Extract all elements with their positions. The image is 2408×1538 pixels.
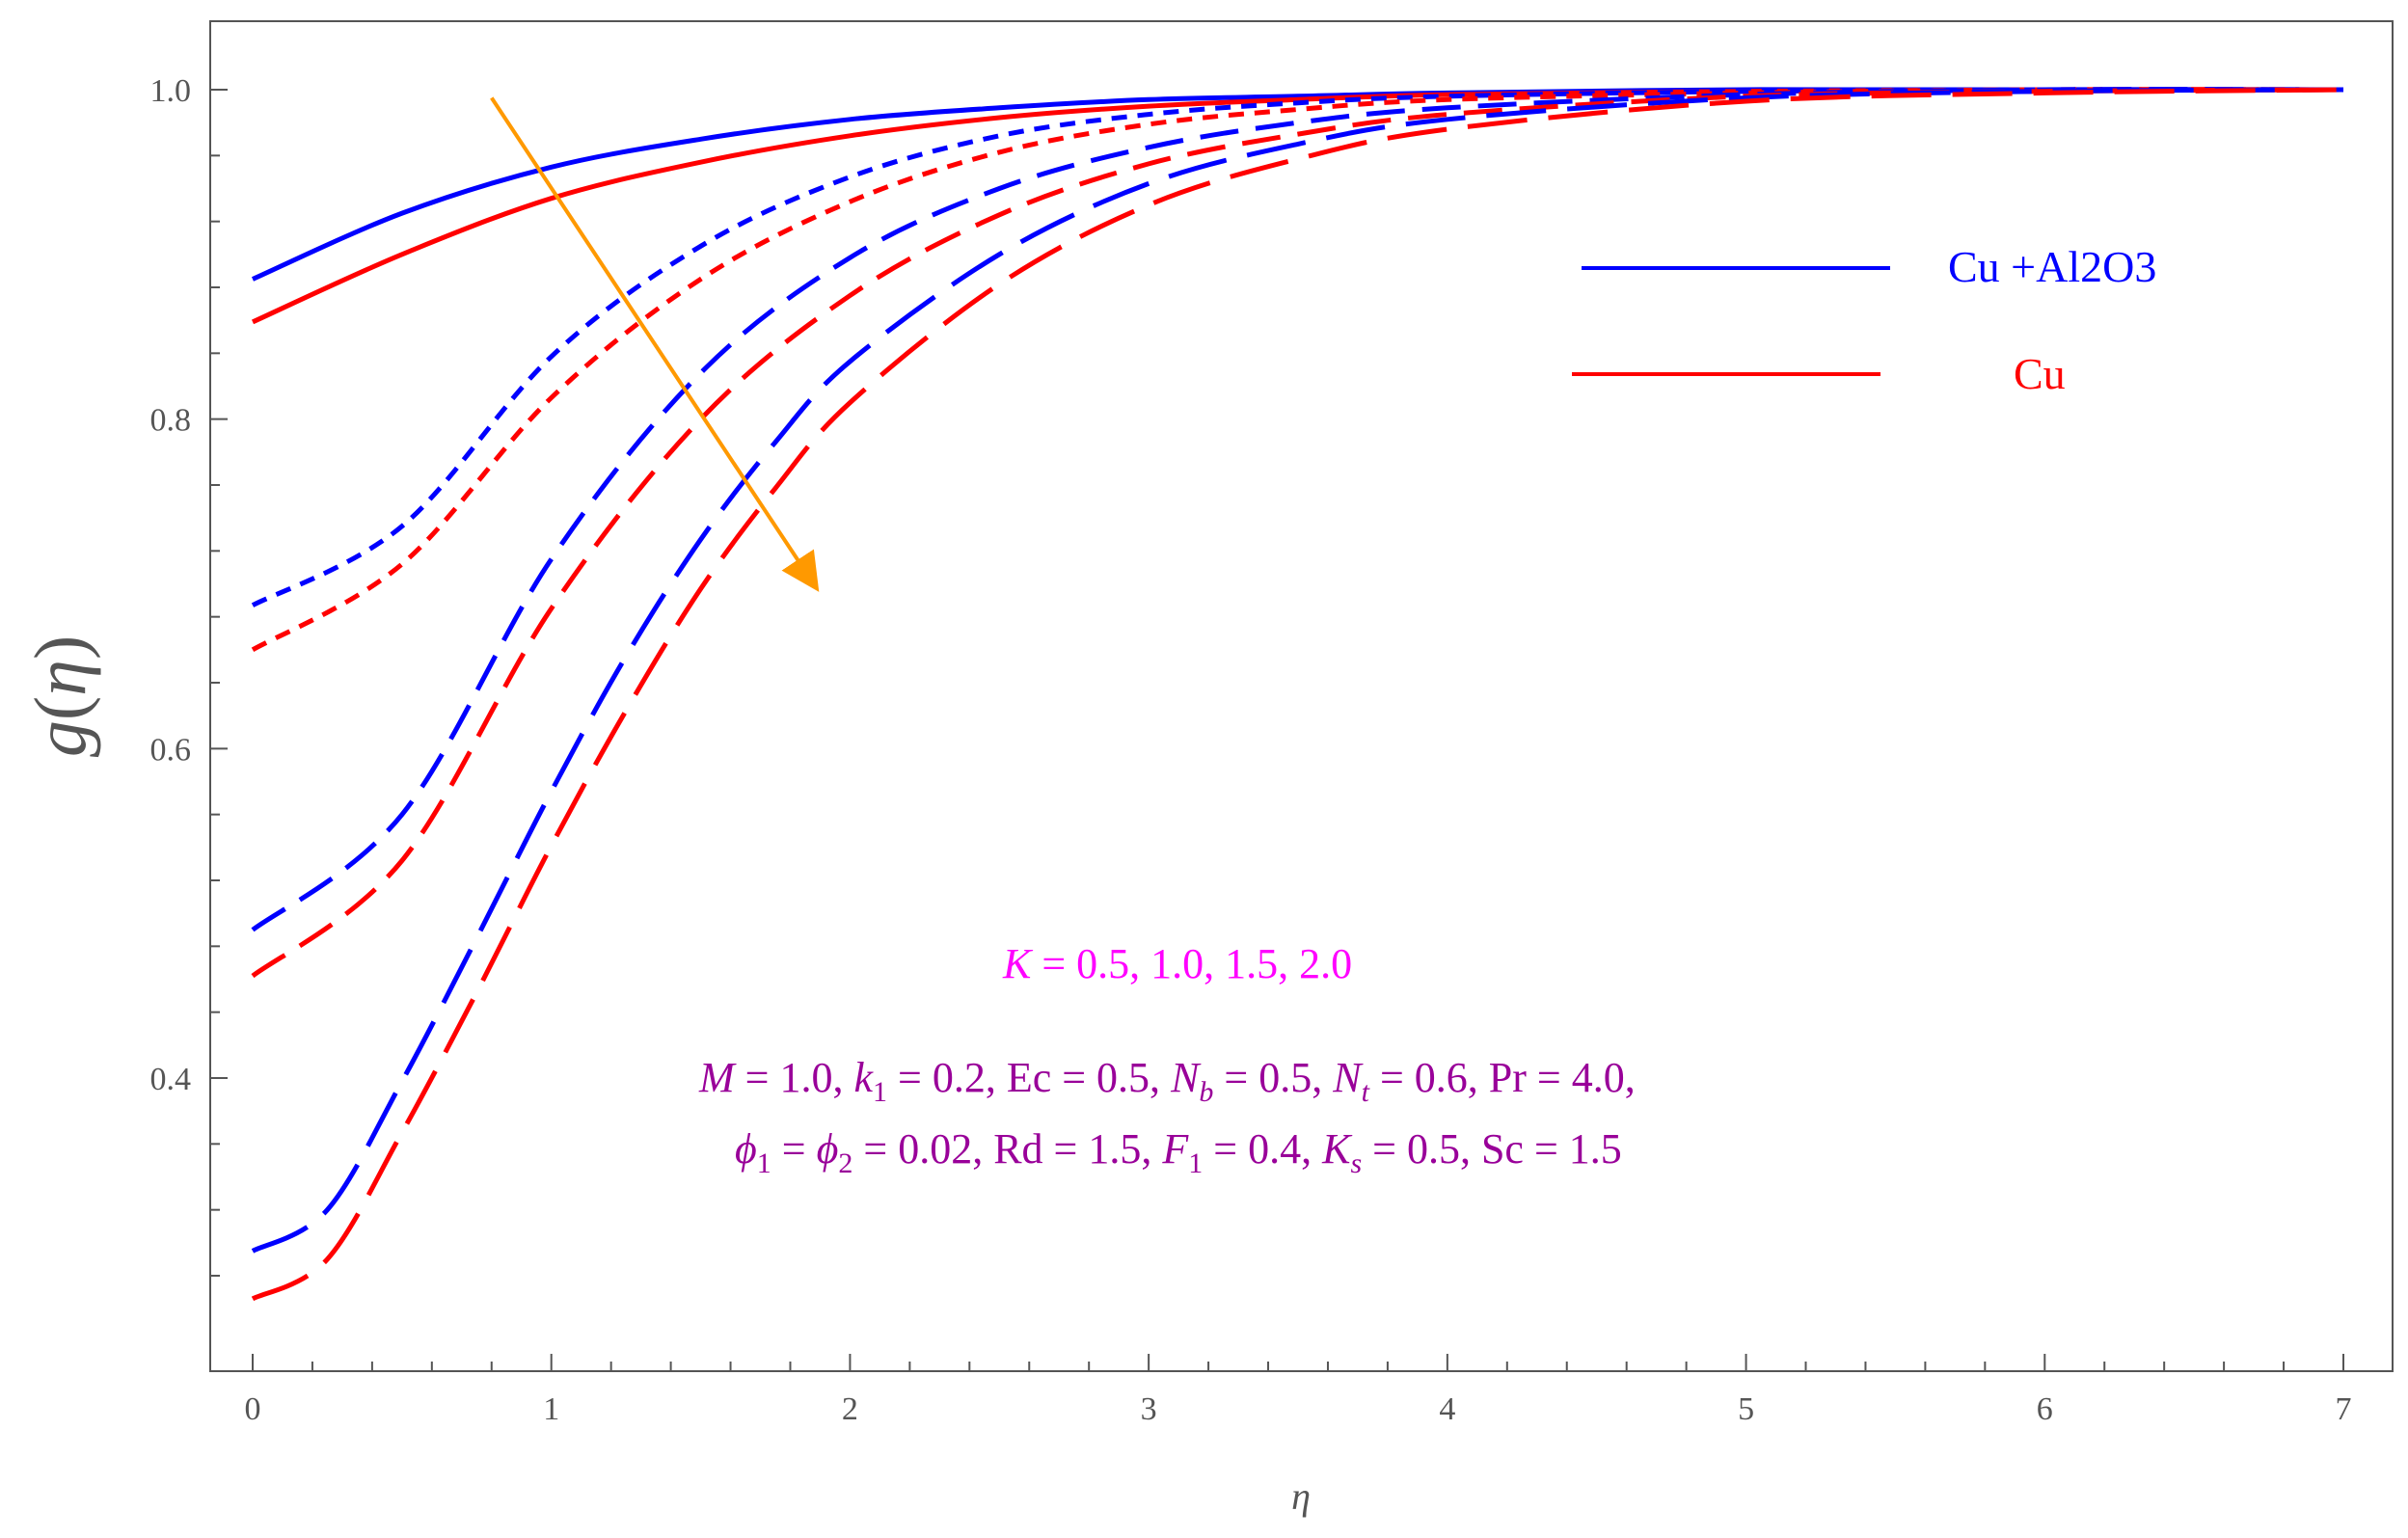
y-axis-title-func: g [20, 720, 101, 757]
series-line-cu-al2o3-k2 [251, 87, 2344, 1254]
x-tick-label: 2 [842, 1391, 858, 1427]
annotation-parameters-line1: M = 1.0, k1 = 0.2, Ec = 0.5, Nb = 0.5, N… [698, 1054, 1636, 1108]
plot-frame [209, 20, 2394, 1372]
annotation-k-values: K = 0.5, 1.0, 1.5, 2.0 [1002, 940, 1352, 987]
trend-arrow [490, 96, 820, 592]
legend-label-cu-al2o3: Cu +Al2O3 [1948, 242, 2156, 291]
y-tick-label: 1.0 [150, 73, 192, 109]
axis-ticks [210, 89, 2344, 1371]
legend: Cu +Al2O3 Cu [1572, 242, 2156, 398]
tick-labels: 0 1 2 3 4 5 6 7 0.4 0.6 0.8 1.0 [150, 73, 2352, 1427]
x-tick-label: 7 [2336, 1391, 2352, 1427]
x-tick-label: 5 [1738, 1391, 1754, 1427]
x-tick-label: 0 [245, 1391, 261, 1427]
x-tick-label: 1 [543, 1391, 559, 1427]
series-line-cu-k2 [251, 87, 2344, 1302]
svg-text:g(η): g(η) [20, 635, 101, 757]
y-tick-label: 0.8 [150, 403, 192, 439]
y-tick-label: 0.6 [150, 732, 192, 768]
series-line-cu-k1 [251, 87, 2344, 652]
x-tick-label: 3 [1141, 1391, 1157, 1427]
series-line-cu-al2o3-k1 [251, 87, 2344, 607]
series-line-cu-al2o3-k1_5 [251, 87, 2344, 932]
x-axis-title: η [1291, 1474, 1311, 1518]
y-axis-title: g(η) [20, 635, 101, 757]
series-line-cu-k1_5 [251, 87, 2344, 979]
y-axis-title-arg: η [20, 660, 101, 696]
x-tick-label: 4 [1439, 1391, 1455, 1427]
x-tick-label: 6 [2037, 1391, 2053, 1427]
y-tick-label: 0.4 [150, 1062, 192, 1097]
annotation-parameters-line2: ϕ1 = ϕ2 = 0.02, Rd = 1.5, F1 = 0.4, Ks =… [735, 1125, 1622, 1179]
legend-label-cu: Cu [2014, 349, 2066, 398]
series-group [251, 87, 2344, 1302]
